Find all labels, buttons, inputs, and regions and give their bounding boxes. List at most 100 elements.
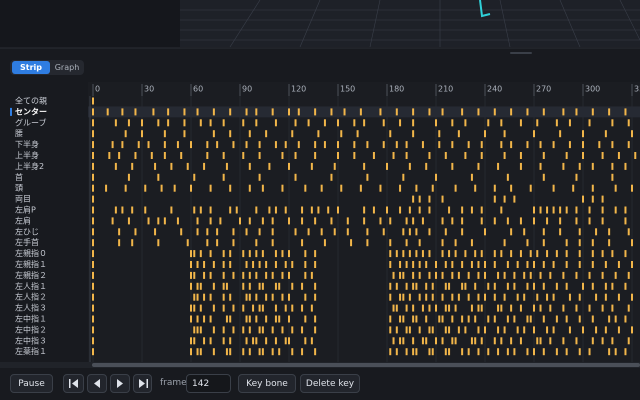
keyframe	[405, 261, 408, 268]
keyframe	[457, 271, 460, 279]
keyframe	[425, 282, 428, 290]
keyframe	[366, 173, 369, 181]
keyframe	[493, 195, 496, 203]
tab-strip[interactable]: Strip	[12, 61, 50, 74]
keyframe	[418, 195, 421, 203]
keyframe	[539, 206, 542, 214]
keyframe	[506, 217, 509, 225]
keyframe	[405, 141, 408, 149]
keyframe	[212, 304, 215, 312]
keyframe	[451, 141, 454, 149]
keyframe	[225, 348, 228, 356]
keyframe	[497, 326, 500, 334]
keyframe	[389, 282, 392, 290]
ruler-label: 30	[144, 85, 154, 94]
keyframe	[209, 119, 212, 127]
keyframe	[575, 206, 578, 214]
keyframe	[92, 206, 94, 214]
keyframe	[314, 152, 317, 159]
keyframe	[232, 141, 235, 149]
keyframe	[209, 271, 212, 279]
keyframe	[199, 304, 202, 312]
keyframe	[281, 250, 284, 258]
keyframe	[431, 282, 434, 290]
keyframe	[190, 348, 192, 356]
keyframe	[510, 250, 513, 258]
track-name: 左肩	[15, 215, 31, 225]
keyframe	[441, 108, 444, 116]
keyframe	[105, 184, 108, 192]
first-frame-button[interactable]	[63, 374, 84, 393]
keyframe	[294, 173, 297, 181]
keyframe	[457, 130, 460, 138]
keyframe	[291, 304, 294, 312]
keyframe	[141, 130, 143, 138]
keyframe	[229, 108, 232, 116]
keyframe	[350, 239, 353, 247]
keyframe	[536, 250, 539, 258]
delete-key-button[interactable]: Delete key	[300, 374, 360, 393]
keyframe	[519, 119, 522, 127]
track-name: 下半身	[15, 139, 39, 149]
keyframe	[252, 261, 255, 268]
keyframe	[310, 206, 313, 214]
keyframe	[506, 261, 509, 268]
keyframe	[196, 261, 199, 268]
keyframe	[297, 108, 300, 116]
keyframe	[118, 152, 121, 159]
keyframe	[405, 348, 408, 356]
pause-button[interactable]: Pause	[10, 374, 53, 393]
keyframe	[454, 184, 457, 192]
key-bone-button[interactable]: Key bone	[238, 374, 296, 393]
keyframe	[284, 206, 287, 214]
keyframe	[196, 217, 199, 225]
tab-graph[interactable]: Graph	[54, 63, 80, 72]
keyframe	[444, 228, 447, 236]
keyframe	[444, 152, 447, 159]
keyframe	[310, 304, 313, 312]
track-name: 全ての親	[15, 96, 47, 106]
keyframe	[591, 162, 594, 170]
keyframe	[415, 184, 418, 192]
keyframe	[206, 141, 209, 149]
keyframe	[333, 162, 336, 170]
keyframe	[568, 326, 571, 334]
keyframe	[631, 293, 633, 301]
keyframe	[291, 326, 294, 334]
keyframe	[190, 261, 192, 268]
keyframe	[190, 315, 192, 323]
keyframe	[229, 348, 232, 356]
last-frame-button[interactable]	[133, 374, 152, 393]
keyframe	[461, 108, 464, 116]
keyframe	[222, 337, 225, 345]
keyframe	[477, 261, 480, 268]
prev-frame-button[interactable]	[87, 374, 107, 393]
keyframe	[408, 228, 411, 236]
keyframe	[196, 348, 199, 356]
keyframe	[470, 337, 473, 345]
keyframe	[301, 239, 304, 247]
keyframe	[500, 206, 503, 214]
keyframe	[461, 261, 464, 268]
keyframe	[448, 326, 451, 334]
keyframe	[464, 282, 467, 290]
keyframe	[301, 326, 304, 334]
keyframe	[389, 217, 392, 225]
keyframe	[457, 326, 460, 334]
keyframe	[575, 108, 578, 116]
keyframe	[568, 293, 571, 301]
frame-input[interactable]: 142	[186, 374, 231, 393]
keyframe	[323, 239, 326, 247]
keyframe	[533, 326, 535, 334]
keyframe	[497, 162, 500, 170]
next-frame-button[interactable]	[110, 374, 130, 393]
keyframe	[248, 184, 251, 192]
keyframe	[389, 293, 392, 301]
keyframe	[493, 250, 496, 258]
keyframe	[591, 184, 594, 192]
keyframe	[395, 282, 398, 290]
keyframe	[229, 337, 232, 345]
track-name: 左親指０	[15, 248, 47, 258]
keyframe	[503, 130, 506, 138]
keyframe	[510, 184, 513, 192]
